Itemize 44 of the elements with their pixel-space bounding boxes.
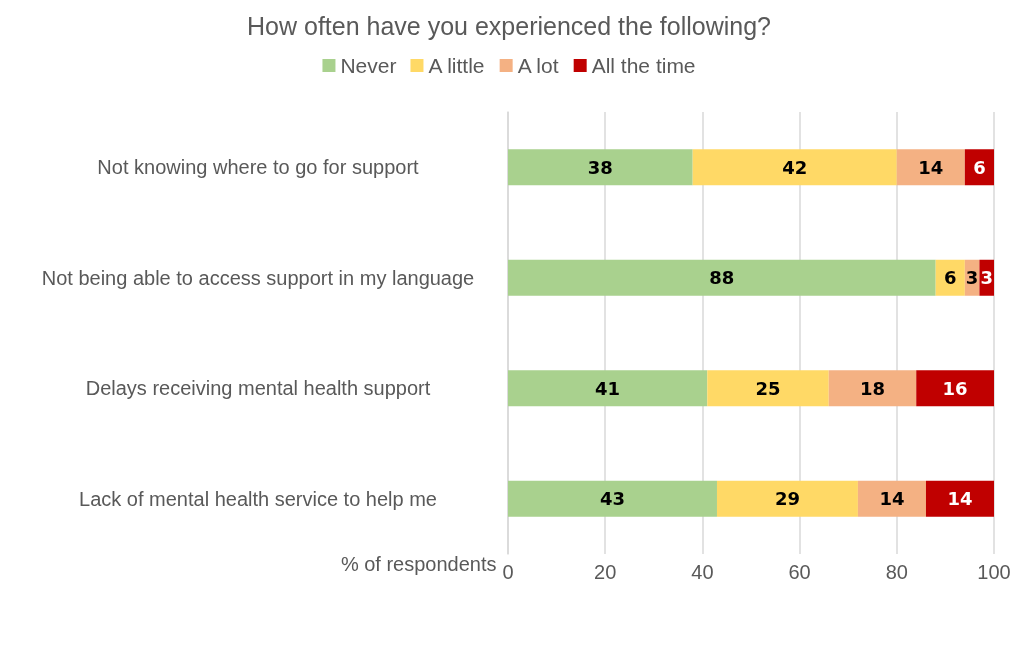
y-tick-label: Lack of mental health service to help me xyxy=(79,487,437,510)
legend-label: A lot xyxy=(517,54,559,77)
x-axis-title: % of respondents xyxy=(340,553,497,575)
legend-label: All the time xyxy=(591,54,696,77)
bar xyxy=(508,259,936,296)
data-label: 14 xyxy=(918,156,944,178)
bar xyxy=(508,149,693,186)
bar xyxy=(828,370,917,407)
bar xyxy=(916,370,994,407)
data-label: 3 xyxy=(965,267,979,289)
data-label: 6 xyxy=(973,156,986,178)
data-label: 88 xyxy=(709,267,735,289)
data-label: 43 xyxy=(599,488,626,510)
y-tick-label: Delays receiving mental health support xyxy=(85,377,431,400)
data-label: 18 xyxy=(859,377,886,399)
data-label: 16 xyxy=(942,377,968,399)
chart-title: How often have you experienced the following? xyxy=(247,11,771,40)
x-tick-label: 100 xyxy=(977,561,1011,583)
bar xyxy=(857,480,926,517)
x-tick-label: 20 xyxy=(594,561,617,583)
bar xyxy=(508,370,708,407)
x-tick-label: 60 xyxy=(788,561,811,583)
bar xyxy=(925,480,994,517)
data-label: 38 xyxy=(587,156,613,178)
y-tick-label: Not knowing where to go for support xyxy=(97,156,420,179)
data-label: 14 xyxy=(947,488,973,510)
legend-label: A little xyxy=(428,54,485,77)
bar xyxy=(896,149,965,186)
bar xyxy=(508,480,717,517)
data-label: 6 xyxy=(943,267,957,289)
bar xyxy=(716,480,858,517)
bar xyxy=(707,370,829,407)
bar xyxy=(692,149,897,186)
data-label: 41 xyxy=(595,377,621,399)
data-label: 3 xyxy=(980,267,993,289)
data-label: 42 xyxy=(782,156,808,178)
legend-label: Never xyxy=(340,54,397,77)
data-label: 25 xyxy=(755,377,781,399)
y-tick-label: Not being able to access support in my language xyxy=(41,266,475,289)
x-tick-label: 0 xyxy=(502,561,514,583)
x-tick-label: 40 xyxy=(691,561,714,583)
data-label: 29 xyxy=(774,488,800,510)
x-tick-label: 80 xyxy=(885,561,908,583)
data-label: 14 xyxy=(879,488,905,510)
